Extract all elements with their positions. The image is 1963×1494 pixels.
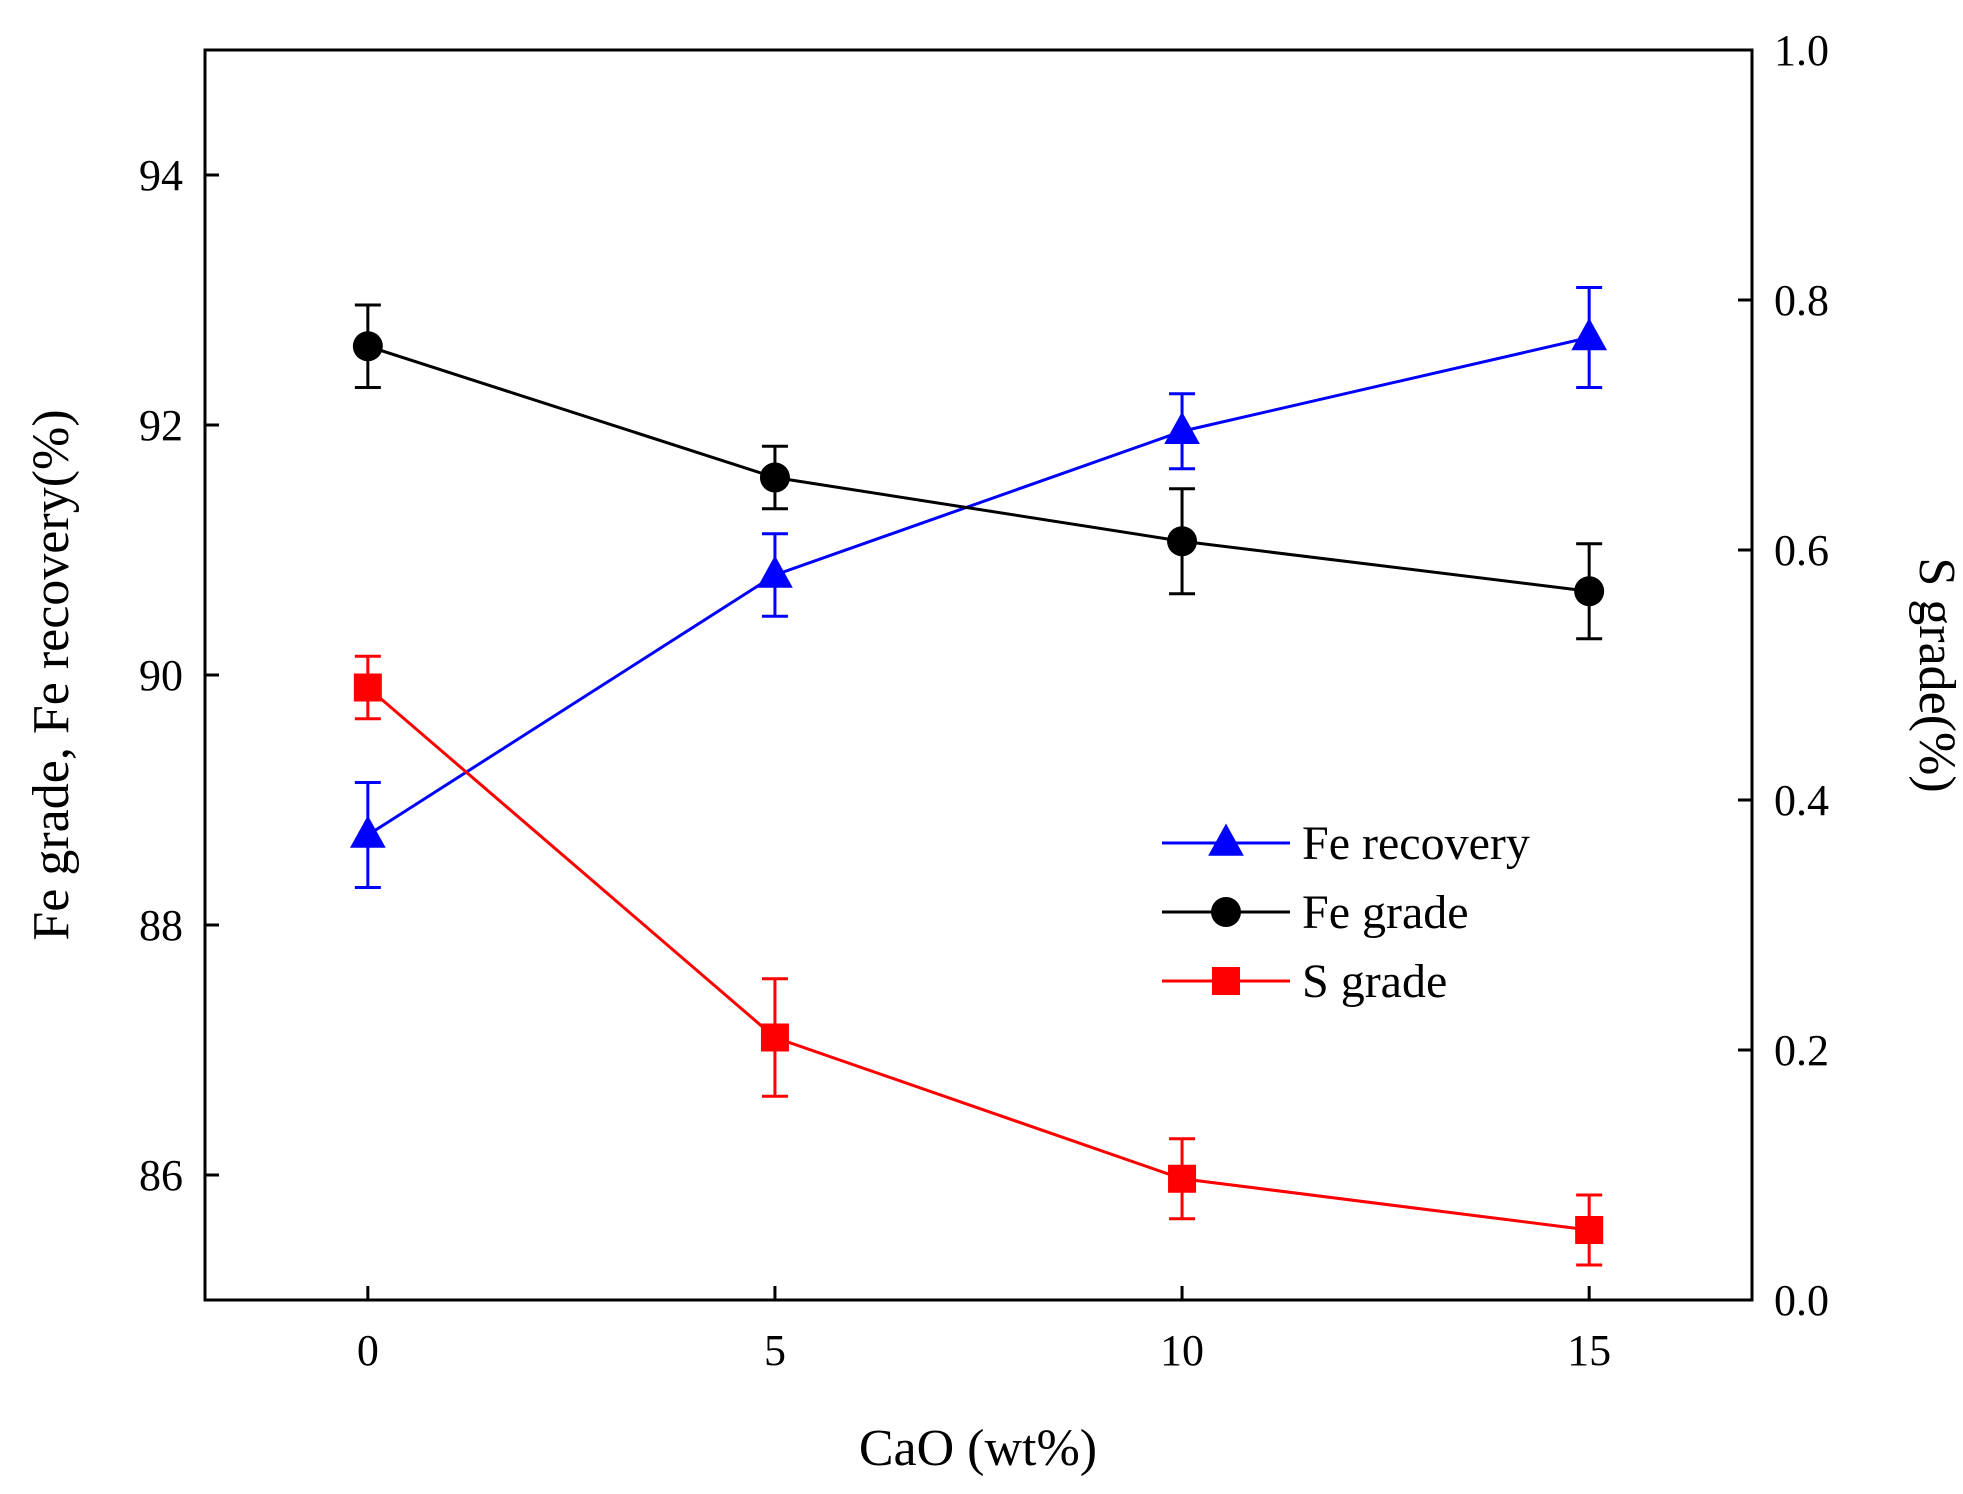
fe-recovery-point bbox=[757, 555, 793, 588]
left-y-tick-label: 90 bbox=[139, 651, 183, 700]
legend: Fe recovery Fe grade S grade bbox=[1162, 817, 1530, 1008]
x-axis-title: CaO (wt%) bbox=[859, 1420, 1097, 1477]
legend-marker-fe-grade bbox=[1211, 897, 1241, 927]
right-y-tick-label: 0.8 bbox=[1774, 276, 1829, 325]
legend-marker-fe-recovery bbox=[1208, 823, 1244, 856]
legend-label-s-grade: S grade bbox=[1302, 955, 1447, 1008]
left-y-tick-label: 94 bbox=[139, 151, 183, 200]
s-grade-point bbox=[353, 673, 382, 702]
left-y-tick-label: 88 bbox=[139, 901, 183, 950]
plot-frame bbox=[203, 48, 1754, 1302]
right-y-tick-label: 0.0 bbox=[1774, 1276, 1829, 1325]
s-grade-line bbox=[366, 686, 1590, 1232]
right-y-tick-label: 0.2 bbox=[1774, 1026, 1829, 1075]
legend-label-fe-grade: Fe grade bbox=[1302, 886, 1469, 939]
x-tick-label: 0 bbox=[357, 1326, 379, 1375]
fe-recovery-point bbox=[1164, 411, 1200, 444]
x-tick-label: 10 bbox=[1160, 1326, 1204, 1375]
s-grade-point bbox=[1575, 1216, 1604, 1244]
left-y-tick-label: 86 bbox=[139, 1151, 183, 1200]
right-y-tick-label: 0.4 bbox=[1774, 776, 1829, 825]
series-fe-grade bbox=[352, 303, 1605, 641]
fe-grade-line bbox=[367, 344, 1590, 593]
legend-marker-s-grade bbox=[1212, 967, 1240, 995]
right-axis-title: S grade(%) bbox=[1908, 557, 1963, 792]
s-grade-point bbox=[1168, 1164, 1197, 1193]
axis-ticks: 0 5 10 15 86 88 90 92 94 0.0 0.2 0.4 0.6 0.8 1.0 bbox=[139, 26, 1829, 1375]
left-y-tick-label: 92 bbox=[139, 401, 183, 450]
right-y-tick-label: 0.6 bbox=[1774, 526, 1829, 575]
series-layer bbox=[349, 286, 1608, 1267]
series-fe-recovery bbox=[349, 286, 1608, 889]
legend-label-fe-recovery: Fe recovery bbox=[1302, 817, 1530, 870]
fe-recovery-point bbox=[1571, 317, 1608, 351]
left-axis-title: Fe grade, Fe recovery(%) bbox=[23, 409, 80, 940]
x-tick-label: 15 bbox=[1567, 1326, 1611, 1375]
fe-grade-point bbox=[759, 462, 790, 493]
series-s-grade bbox=[353, 654, 1604, 1267]
fe-recovery-line bbox=[367, 336, 1590, 837]
fe-grade-point bbox=[1167, 526, 1198, 557]
right-y-tick-label: 1.0 bbox=[1774, 26, 1829, 75]
fe-grade-point bbox=[1574, 576, 1605, 607]
x-tick-label: 5 bbox=[764, 1326, 786, 1375]
s-grade-point bbox=[760, 1023, 789, 1052]
fe-recovery-point bbox=[349, 815, 386, 848]
fe-grade-point bbox=[352, 331, 383, 362]
